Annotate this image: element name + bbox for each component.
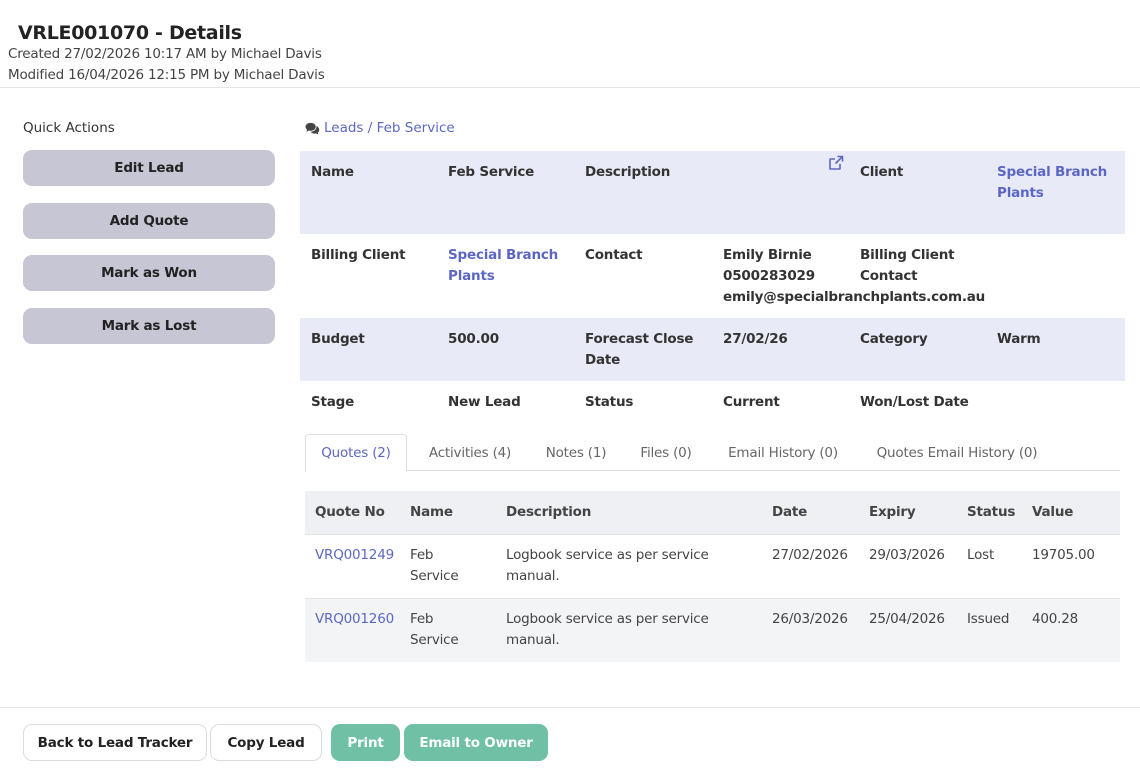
quote-description: Logbook service as per service manual. (506, 547, 709, 584)
detail-row: Stage New Lead Status Current Won/Lost D… (300, 381, 1125, 423)
quote-name: Feb Service (410, 547, 459, 584)
table-header: Quote No Name Description Date Expiry St… (305, 491, 1120, 534)
forecast-close-date-label: Forecast Close Date (585, 331, 694, 368)
tab-activities[interactable]: Activities (4) (428, 444, 512, 461)
quote-value: 400.28 (1032, 611, 1079, 627)
tab-email-history[interactable]: Email History (0) (728, 444, 838, 461)
client-link[interactable]: Special Branch Plants (997, 164, 1108, 201)
column-header[interactable]: Status (967, 504, 1016, 520)
quotes-table: Quote No Name Description Date Expiry St… (305, 491, 1120, 662)
contact-phone: 0500283029 (723, 268, 815, 284)
table-row[interactable]: VRQ001249 Feb Service Logbook service as… (305, 534, 1120, 598)
budget-value: 500.00 (448, 331, 499, 347)
stage-value: New Lead (448, 394, 521, 410)
billing-client-label: Billing Client (311, 247, 406, 263)
name-label: Name (311, 164, 354, 180)
contact-email: emily@specialbranchplants.com.au (723, 289, 986, 305)
tab-files[interactable]: Files (0) (640, 444, 692, 461)
quote-name: Feb Service (410, 611, 459, 648)
back-to-lead-tracker-button[interactable]: Back to Lead Tracker (23, 724, 207, 761)
add-quote-button[interactable]: Add Quote (23, 203, 275, 239)
tab-bar: Quotes (2) Activities (4) Notes (1) File… (305, 434, 1120, 472)
page-header: VRLE001070 - Details Created 27/02/2026 … (0, 0, 1140, 88)
client-label: Client (860, 164, 904, 180)
detail-row: Budget 500.00 Forecast Close Date 27/02/… (300, 318, 1125, 381)
billing-client-link[interactable]: Special Branch Plants (448, 247, 559, 284)
quick-actions-title: Quick Actions (23, 120, 115, 136)
edit-lead-button[interactable]: Edit Lead (23, 150, 275, 186)
forecast-close-date-value: 27/02/26 (723, 331, 788, 347)
contact-label: Contact (585, 247, 643, 263)
copy-lead-button[interactable]: Copy Lead (210, 724, 322, 761)
created-info: Created 27/02/2026 10:17 AM by Michael D… (8, 46, 322, 62)
print-button[interactable]: Print (331, 724, 400, 761)
column-header[interactable]: Date (772, 504, 808, 520)
description-label: Description (585, 164, 671, 180)
column-header[interactable]: Expiry (869, 504, 916, 520)
tab-quotes-email-history[interactable]: Quotes Email History (0) (876, 444, 1038, 461)
quote-date: 27/02/2026 (772, 547, 848, 563)
quote-description: Logbook service as per service manual. (506, 611, 709, 648)
stage-label: Stage (311, 394, 355, 410)
email-to-owner-button[interactable]: Email to Owner (404, 724, 548, 761)
won-lost-date-label: Won/Lost Date (860, 394, 969, 410)
breadcrumb-text[interactable]: Leads / Feb Service (324, 120, 455, 136)
breadcrumb[interactable]: Leads / Feb Service (305, 120, 455, 136)
budget-label: Budget (311, 331, 365, 347)
lead-details: Name Feb Service Description Client Spec… (300, 151, 1125, 423)
mark-as-won-button[interactable]: Mark as Won (23, 255, 275, 291)
category-value: Warm (997, 331, 1041, 347)
page-title: VRLE001070 - Details (18, 22, 242, 44)
tab-notes[interactable]: Notes (1) (545, 444, 607, 461)
name-value: Feb Service (448, 164, 535, 180)
footer-bar (0, 707, 1140, 779)
status-value: Current (723, 394, 780, 410)
status-label: Status (585, 394, 634, 410)
detail-row: Name Feb Service Description Client Spec… (300, 151, 1125, 234)
column-header[interactable]: Value (1032, 504, 1074, 520)
mark-as-lost-button[interactable]: Mark as Lost (23, 308, 275, 344)
table-row[interactable]: VRQ001260 Feb Service Logbook service as… (305, 598, 1120, 662)
tab-quotes[interactable]: Quotes (2) (305, 434, 407, 472)
quote-status: Lost (967, 547, 995, 563)
contact-name: Emily Birnie (723, 247, 812, 263)
quote-value: 19705.00 (1032, 547, 1095, 563)
quote-date: 26/03/2026 (772, 611, 848, 627)
column-header[interactable]: Description (506, 504, 592, 520)
quote-number-link[interactable]: VRQ001260 (315, 611, 394, 627)
modified-info: Modified 16/04/2026 12:15 PM by Michael … (8, 67, 325, 83)
detail-row: Billing Client Special Branch Plants Con… (300, 234, 1125, 318)
quote-number-link[interactable]: VRQ001249 (315, 547, 394, 563)
column-header[interactable]: Name (410, 504, 453, 520)
category-label: Category (860, 331, 928, 347)
column-header[interactable]: Quote No (315, 504, 385, 520)
contact-value: Emily Birnie 0500283029 emily@specialbra… (723, 245, 985, 308)
quote-status: Issued (967, 611, 1010, 627)
billing-contact-label: Billing Client Contact (860, 247, 955, 284)
comments-icon (305, 122, 320, 134)
quote-expiry: 29/03/2026 (869, 547, 945, 563)
external-link-icon[interactable] (828, 155, 844, 171)
quote-expiry: 25/04/2026 (869, 611, 945, 627)
